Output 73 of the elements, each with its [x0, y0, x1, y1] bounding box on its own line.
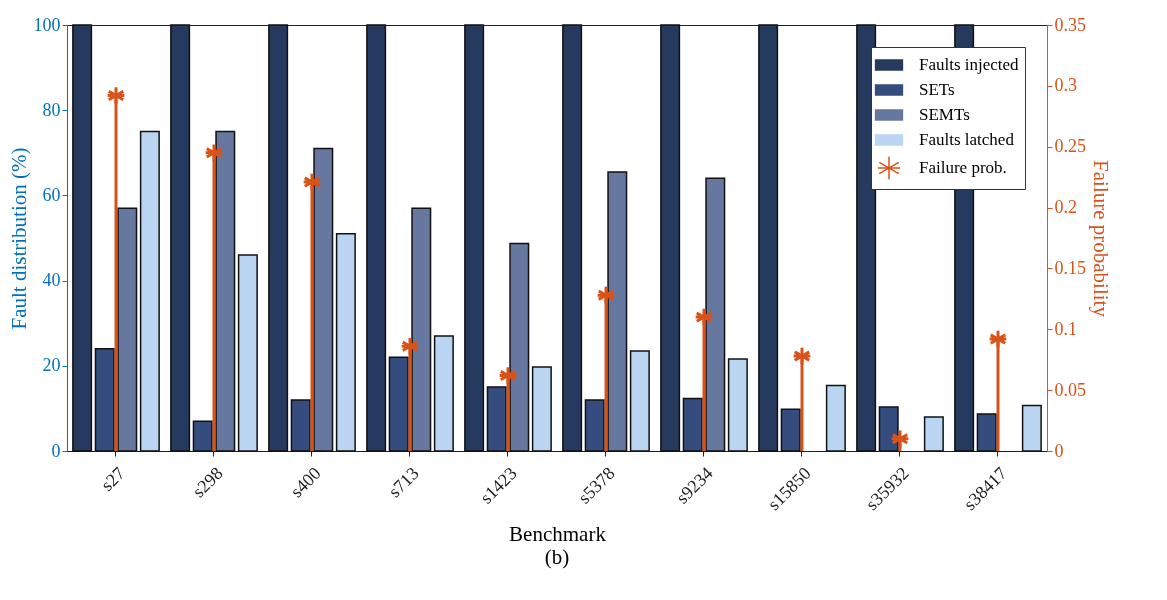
legend-label: Failure prob.	[919, 158, 1007, 177]
y2-tick-label: 0.2	[1054, 197, 1077, 218]
x-tick-label: s713	[384, 463, 423, 502]
bar	[976, 413, 997, 452]
y-tick-label: 100	[33, 14, 61, 35]
bar	[758, 24, 779, 452]
x-tick-label: s298	[188, 463, 227, 502]
bar	[433, 335, 454, 452]
bar	[192, 420, 213, 452]
legend-label: Faults injected	[919, 55, 1020, 74]
bar	[72, 24, 93, 452]
point	[106, 85, 126, 106]
y2-tick-label: 0.3	[1054, 75, 1077, 96]
bar	[464, 24, 485, 452]
bar	[531, 366, 552, 452]
bar	[607, 171, 628, 452]
point	[890, 428, 910, 449]
bar	[562, 24, 583, 452]
bar	[509, 242, 530, 452]
text: (b)	[544, 544, 570, 569]
bar	[1021, 404, 1042, 452]
bar	[388, 356, 409, 452]
bar	[268, 24, 289, 452]
bar	[660, 24, 681, 452]
bar	[825, 384, 846, 452]
legend-label: SETs	[919, 80, 955, 99]
bar	[682, 397, 703, 452]
bar	[94, 348, 115, 452]
bar	[290, 399, 311, 452]
x-tick-label: s400	[286, 463, 325, 502]
bar	[780, 408, 801, 452]
bar	[215, 130, 236, 452]
y-tick-label: 60	[42, 184, 61, 205]
bar	[411, 207, 432, 452]
bar	[139, 130, 160, 452]
point	[988, 329, 1008, 349]
point	[694, 307, 714, 327]
bar	[335, 232, 356, 452]
legend-label: SEMTs	[919, 105, 970, 124]
y-axis-title: Fault distribution (%)	[6, 147, 31, 330]
bar	[878, 406, 899, 452]
legend-label: Faults latched	[919, 130, 1015, 149]
y2-tick-label: 0.05	[1054, 379, 1086, 400]
bar	[629, 350, 650, 452]
bar	[237, 254, 258, 452]
bar	[727, 358, 748, 452]
point	[302, 172, 322, 192]
point	[792, 346, 812, 366]
y2-tick-label: 0.25	[1054, 136, 1086, 157]
x-axis-title: Benchmark	[509, 522, 607, 546]
y2-axis-title: Failure probability	[1089, 160, 1113, 318]
bar	[923, 416, 944, 452]
point	[596, 285, 616, 306]
y2-tick-label: 0.35	[1054, 14, 1086, 35]
bar	[313, 147, 334, 452]
bar	[486, 386, 507, 452]
y2-tick-label: 0	[1054, 440, 1064, 461]
bar	[117, 207, 138, 452]
bar	[366, 24, 387, 452]
point	[498, 365, 518, 386]
y-tick-label: 20	[42, 355, 61, 376]
bar	[856, 24, 877, 452]
y-tick-label: 80	[42, 99, 61, 120]
point	[204, 142, 224, 163]
y-tick-label: 0	[51, 440, 61, 461]
y-tick-label: 40	[42, 270, 61, 291]
y2-tick-label: 0.1	[1054, 318, 1077, 339]
bar	[584, 399, 605, 452]
bar	[705, 177, 726, 452]
point	[400, 336, 420, 357]
x-tick-label: s27	[96, 463, 129, 495]
bar	[170, 24, 191, 452]
y2-tick-label: 0.15	[1054, 257, 1086, 278]
